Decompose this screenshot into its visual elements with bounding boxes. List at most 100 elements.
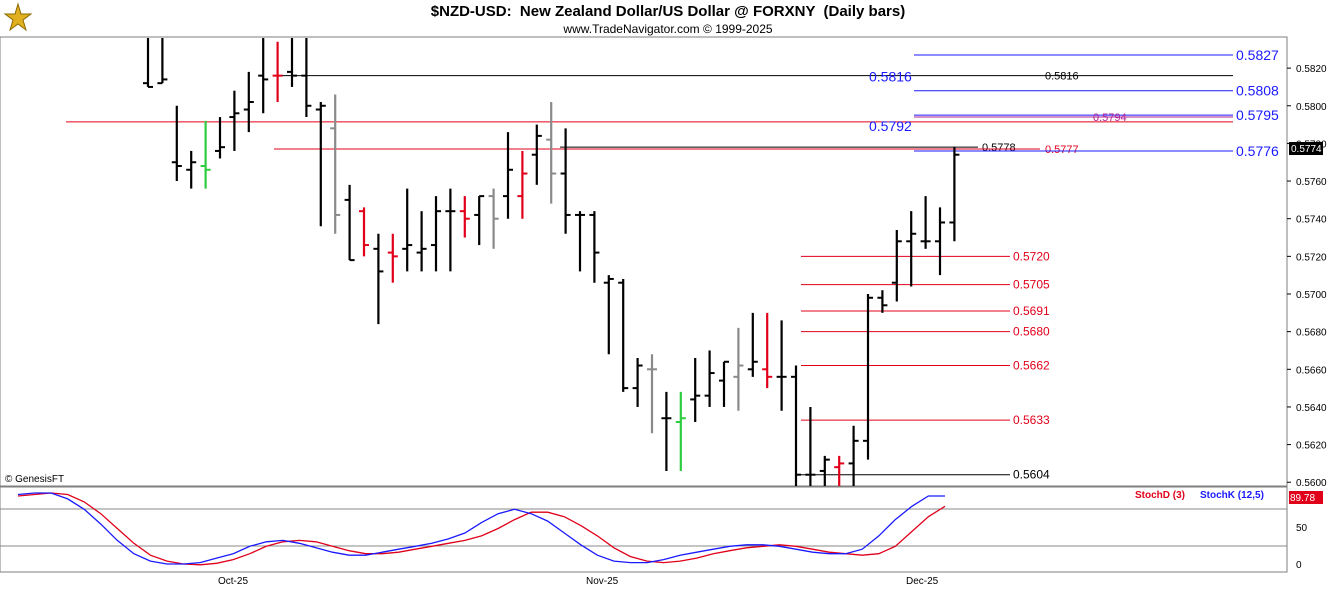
support-level-label: 0.5633	[1013, 413, 1050, 427]
ohlc-bar	[704, 350, 715, 407]
fib-level-line: 0.5777	[274, 144, 1079, 156]
legend-stochk: StochK (12,5)	[1200, 490, 1264, 501]
support-level-label: 0.5662	[1013, 359, 1050, 373]
price-tick-label: 0.5620	[1296, 441, 1327, 452]
fib-level-line: 0.5795	[914, 107, 1279, 123]
support-level-label: 0.5604	[1013, 468, 1050, 482]
chart-frame	[0, 36, 1288, 573]
fib-level-label: 0.5827	[1236, 47, 1279, 63]
ohlc-bar	[834, 455, 845, 486]
support-level-line: 0.5691	[801, 304, 1050, 318]
ohlc-bar	[215, 117, 225, 159]
ohlc-bar	[402, 188, 413, 272]
price-tick-label: 0.5800	[1296, 102, 1327, 113]
ohlc-bar	[589, 211, 600, 283]
ohlc-bar	[776, 320, 787, 411]
stoch-legend: StochD (3) StochK (12,5)	[1135, 490, 1264, 501]
ohlc-bar	[560, 128, 571, 234]
level-label: 0.5794	[1093, 112, 1127, 124]
ohlc-bar	[517, 150, 528, 219]
fib-level-line: 0.5808	[914, 83, 1279, 99]
stoch-panel-border	[0, 486, 1288, 573]
fib-level-line: 0.5776	[914, 143, 1279, 159]
fib-level-line: 0.5778	[560, 142, 1016, 154]
stoch-series-line	[17, 492, 946, 566]
fib-level-label: 0.5795	[1236, 107, 1279, 123]
price-tick-label: 0.5680	[1296, 328, 1327, 339]
fib-level-label: 0.5792	[869, 118, 912, 134]
fib-level-label: 0.5816	[869, 69, 912, 85]
support-level-line: 0.5633	[801, 413, 1050, 427]
ohlc-bar	[690, 358, 701, 422]
price-panel-border	[0, 36, 1288, 487]
chart-title: $NZD-USD: New Zealand Dollar/US Dollar @…	[430, 3, 906, 20]
price-tick-label: 0.5600	[1296, 478, 1327, 489]
x-label-nov: Nov-25	[586, 576, 619, 587]
ohlc-bars	[143, 38, 960, 486]
chart-subtitle: www.TradeNavigator.com © 1999-2025	[563, 22, 773, 36]
ohlc-bar	[200, 120, 211, 189]
price-tick-label: 0.5720	[1296, 252, 1327, 263]
stochastic-lines	[17, 492, 946, 566]
support-level-label: 0.5691	[1013, 304, 1050, 318]
ohlc-bar	[661, 391, 672, 471]
level-label: 0.5816	[1045, 71, 1079, 83]
ohlc-bar	[935, 207, 945, 276]
level-label: 0.5777	[1045, 144, 1079, 156]
ohlc-bar	[488, 188, 499, 249]
price-tick-label: 0.5700	[1296, 290, 1327, 301]
ohlc-bar	[387, 233, 398, 283]
ohlc-bar	[373, 233, 384, 325]
support-lines: 0.5720 0.5705 0.5691 0.5680 0.5662 0.5633 0.56…	[801, 249, 1050, 482]
ohlc-bar	[503, 132, 513, 219]
stoch-last-box	[1289, 491, 1323, 504]
price-tick-label: 0.5660	[1296, 365, 1327, 376]
support-level-label: 0.5720	[1013, 249, 1050, 263]
ohlc-bar	[791, 365, 801, 486]
x-label-dec: Dec-25	[906, 576, 939, 587]
fib-lines: 0.5827 0.5816 0.5816 0.5808 0.5795 0.5794 0.57…	[66, 47, 1279, 159]
ohlc-bar	[877, 290, 888, 313]
support-level-label: 0.5705	[1013, 278, 1050, 292]
ohlc-bar	[416, 211, 427, 272]
last-price-tag: 0.5774	[1289, 142, 1323, 155]
price-tick-label: 0.5760	[1296, 177, 1327, 188]
stoch-last-label: 89.78	[1290, 493, 1315, 504]
ohlc-bar	[186, 150, 197, 189]
tradenavigator-logo-icon	[2, 2, 34, 34]
ohlc-bar	[171, 105, 182, 182]
price-tick-label: 0.5740	[1296, 215, 1327, 226]
ohlc-bar	[762, 312, 773, 389]
ohlc-bar	[272, 41, 283, 102]
ohlc-bar	[243, 71, 254, 133]
fib-level-line: 0.5827	[914, 47, 1279, 63]
ohlc-bar	[675, 391, 686, 471]
ohlc-bar	[330, 94, 341, 234]
x-axis: Oct-25 Nov-25 Dec-25	[218, 576, 939, 587]
ohlc-bar	[315, 102, 326, 227]
support-level-line: 0.5604	[801, 468, 1050, 482]
legend-stochd: StochD (3)	[1135, 490, 1185, 501]
last-price-label: 0.5774	[1291, 144, 1322, 155]
ohlc-bar	[906, 211, 917, 287]
support-level-label: 0.5680	[1013, 325, 1050, 339]
ohlc-bar	[546, 102, 557, 204]
ohlc-bar	[474, 195, 485, 246]
fib-level-line: 0.5794	[914, 112, 1233, 124]
ohlc-bar	[920, 196, 931, 249]
stoch-axis: 50 0 89.78	[1289, 491, 1323, 571]
stoch-tick-50: 50	[1296, 523, 1308, 534]
ohlc-bar	[575, 211, 585, 272]
ohlc-bar	[805, 406, 816, 486]
ohlc-bar	[632, 358, 643, 407]
ohlc-bar	[733, 327, 744, 411]
price-tick-label: 0.5820	[1296, 64, 1327, 75]
x-label-oct: Oct-25	[218, 576, 248, 587]
price-axis: 0.58200.58000.57800.57600.57400.57200.57…	[1287, 64, 1327, 489]
ohlc-bar	[344, 184, 355, 262]
ohlc-bar	[949, 147, 960, 242]
ohlc-bar	[719, 360, 729, 407]
ohlc-bar	[287, 38, 297, 87]
ohlc-bar	[431, 196, 441, 272]
